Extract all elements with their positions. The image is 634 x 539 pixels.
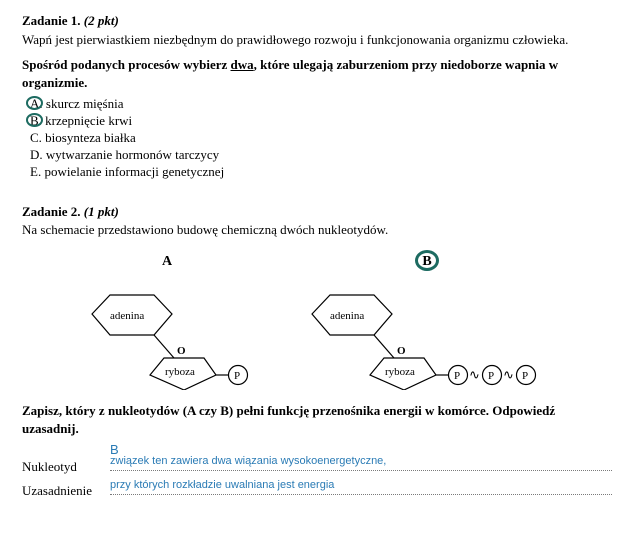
task2-points: (1 pkt) <box>84 204 119 219</box>
option-d-text: D. wytwarzanie hormonów tarczycy <box>30 147 219 162</box>
answer-line2-text: przy których rozkładzie uwalniana jest e… <box>110 478 334 493</box>
nucleotide-line-row: Nukleotyd związek ten zawiera dwa wiązan… <box>22 457 612 476</box>
task1-text: Wapń jest pierwiastkiem niezbędnym do pr… <box>22 31 612 49</box>
nucleotide-a-svg: adenina O ryboza P <box>82 280 252 390</box>
adenina-text-a: adenina <box>110 310 144 322</box>
ryboza-text-b: ryboza <box>385 366 415 378</box>
answer-line1-text: związek ten zawiera dwa wiązania wysokoe… <box>110 454 386 469</box>
dotted-line-2: przy których rozkładzie uwalniana jest e… <box>110 481 612 495</box>
diagram-a-label: A <box>82 253 252 272</box>
diagram-b-label-wrap: B <box>302 253 552 272</box>
prompt-pre: Spośród podanych procesów wybierz <box>22 57 231 72</box>
phosphate-b3-label: P <box>522 370 528 382</box>
tilde-b1: ∿ <box>469 367 480 382</box>
phosphate-b2-label: P <box>488 370 494 382</box>
task2: Zadanie 2. (1 pkt) Na schemacie przedsta… <box>22 203 612 500</box>
option-c-text: C. biosynteza białka <box>30 130 136 145</box>
option-c: C. biosynteza białka <box>30 130 612 147</box>
diagram-b-label: B <box>422 254 431 269</box>
option-a: A. skurcz mięśnia <box>30 96 612 113</box>
option-e-text: E. powielanie informacji genetycznej <box>30 164 224 179</box>
task2-question: Zapisz, który z nukleotydów (A czy B) pe… <box>22 402 612 437</box>
nucleotide-b-svg: adenina O ryboza P ∿ P ∿ P <box>302 280 552 390</box>
phosphate-b1-label: P <box>454 370 460 382</box>
oxygen-b: O <box>397 345 406 357</box>
diagram-b: B adenina O ryboza P ∿ P ∿ P <box>302 253 552 394</box>
task1-title: Zadanie 1. <box>22 13 81 28</box>
task1-options: A. skurcz mięśnia B. krzepnięcie krwi C.… <box>30 96 612 180</box>
adenina-text-b: adenina <box>330 310 364 322</box>
task1-prompt: Spośród podanych procesów wybierz dwa, k… <box>22 56 612 91</box>
oxygen-a: O <box>177 345 186 357</box>
answer-label-nukleotyd: Nukleotyd <box>22 458 110 476</box>
task2-text: Na schemacie przedstawiono budowę chemic… <box>22 221 612 239</box>
tilde-b2: ∿ <box>503 367 514 382</box>
connector-b <box>374 335 394 358</box>
prompt-underline: dwa <box>231 57 254 72</box>
phosphate-a1-label: P <box>234 370 240 382</box>
task1-points: (2 pkt) <box>84 13 119 28</box>
diagram-a: A adenina O ryboza P <box>82 253 252 394</box>
option-b: B. krzepnięcie krwi <box>30 113 612 130</box>
option-d: D. wytwarzanie hormonów tarczycy <box>30 147 612 164</box>
connector-a <box>154 335 174 358</box>
uzasadnienie-row: Uzasadnienie przy których rozkładzie uwa… <box>22 481 612 500</box>
option-b-text: B. krzepnięcie krwi <box>30 113 132 128</box>
task1: Zadanie 1. (2 pkt) Wapń jest pierwiastki… <box>22 12 612 181</box>
answer-label-uzasadnienie: Uzasadnienie <box>22 482 110 500</box>
diagram-area: A adenina O ryboza P B <box>82 253 612 394</box>
ryboza-text-a: ryboza <box>165 366 195 378</box>
option-a-text: A. skurcz mięśnia <box>30 96 124 111</box>
dotted-line-1: związek ten zawiera dwa wiązania wysokoe… <box>110 457 612 471</box>
option-e: E. powielanie informacji genetycznej <box>30 164 612 181</box>
task2-title: Zadanie 2. <box>22 204 81 219</box>
